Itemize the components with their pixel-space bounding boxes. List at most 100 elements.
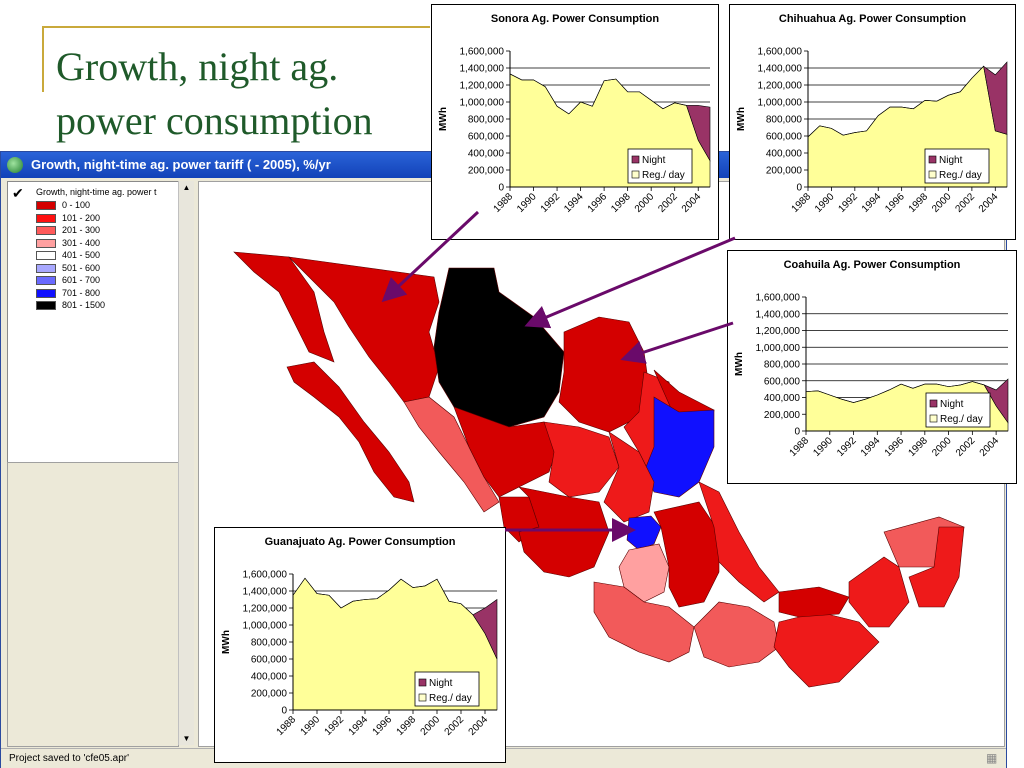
- map-region-veracruz[interactable]: [698, 481, 780, 603]
- y-tick-label: 1,400,000: [756, 309, 801, 320]
- map-region-central-mexico[interactable]: [653, 501, 720, 608]
- title-frame-line-left: [42, 26, 44, 92]
- y-tick-label: 1,600,000: [460, 47, 505, 58]
- map-region-durango[interactable]: [453, 406, 560, 498]
- app-title: Growth, night-time ag. power tariff ( - …: [31, 157, 331, 172]
- legend-scrollbar[interactable]: ▲ ▼: [178, 181, 194, 745]
- legend-empty-area: [7, 462, 179, 747]
- legend-swatch: [36, 276, 56, 285]
- slide-title: Growth, night ag. power consumption: [56, 40, 373, 148]
- y-tick-label: 200,000: [764, 410, 801, 421]
- y-tick-label: 600,000: [764, 376, 801, 387]
- chart-legend-swatch: [928, 170, 937, 179]
- scroll-down-icon[interactable]: ▼: [182, 734, 191, 743]
- map-region-baja-california-sur[interactable]: [286, 361, 415, 503]
- area-night: [509, 73, 711, 162]
- y-tick-label: 800,000: [251, 638, 288, 649]
- y-axis-label: MWh: [438, 107, 449, 131]
- chart-title: Guanajuato Ag. Power Consumption: [265, 536, 456, 548]
- y-tick-label: 1,000,000: [756, 343, 801, 354]
- chart-legend-swatch: [631, 155, 640, 164]
- legend-label: 301 - 400: [62, 237, 101, 248]
- legend-label: 401 - 500: [62, 250, 101, 260]
- arrow-sonora: [381, 210, 480, 303]
- legend-item: 301 - 400: [36, 237, 176, 249]
- chart-coahuila: Coahuila Ag. Power Consumption 1,600,000 1…: [727, 250, 1017, 484]
- resize-grip-icon[interactable]: ▦: [986, 751, 998, 765]
- y-tick-label: 200,000: [766, 166, 803, 177]
- chart-legend-label: Night: [429, 678, 453, 689]
- y-tick-label: 0: [281, 706, 287, 717]
- map-region-tabasco[interactable]: [778, 586, 850, 618]
- legend-swatch: [36, 226, 56, 235]
- legend-item: 0 - 100: [36, 200, 176, 211]
- y-tick-label: 600,000: [251, 655, 288, 666]
- map-region-sinaloa[interactable]: [403, 396, 500, 513]
- chart-title: Chihuahua Ag. Power Consumption: [779, 13, 966, 25]
- chart-svg: Guanajuato Ag. Power Consumption 1,600,00…: [221, 536, 498, 738]
- status-text: Project saved to 'cfe05.apr': [9, 753, 129, 764]
- legend-swatch: [36, 301, 56, 310]
- map-region-quintana-roo[interactable]: [908, 526, 965, 608]
- chart-sonora: Sonora Ag. Power Consumption 1,600,000 1,4…: [431, 4, 719, 240]
- area-night: [807, 61, 1008, 138]
- map-region-campeche[interactable]: [848, 556, 910, 628]
- map-region-baja-california[interactable]: [233, 251, 335, 363]
- y-tick-label: 1,400,000: [758, 64, 803, 75]
- y-tick-label: 400,000: [468, 149, 505, 160]
- map-region-san-luis-potosi[interactable]: [603, 431, 655, 523]
- chart-legend-swatch: [418, 678, 427, 687]
- chart-legend-label: Reg./ day: [939, 170, 982, 181]
- chart-legend-swatch: [929, 414, 938, 423]
- legend-swatch: [36, 213, 56, 223]
- legend-item: 501 - 600: [36, 262, 176, 274]
- chart-title: Coahuila Ag. Power Consumption: [784, 259, 961, 271]
- legend-swatch: [36, 251, 56, 260]
- legend-label: 701 - 800: [62, 287, 101, 298]
- legend-swatch: [36, 288, 56, 298]
- chart-guanajuato: Guanajuato Ag. Power Consumption 1,600,00…: [214, 527, 506, 763]
- area-night: [292, 577, 498, 660]
- y-tick-label: 400,000: [766, 149, 803, 160]
- legend-label: 101 - 200: [62, 212, 101, 223]
- map-region-blue-coast[interactable]: [643, 396, 715, 498]
- y-tick-label: 1,400,000: [460, 64, 505, 75]
- map-region-michoacan[interactable]: [618, 543, 670, 603]
- map-region-zacatecas[interactable]: [543, 421, 620, 498]
- legend-item: 201 - 300: [36, 225, 176, 236]
- chart-legend-label: Night: [940, 399, 964, 410]
- chart-legend-label: Night: [642, 155, 666, 166]
- y-tick-label: 0: [794, 427, 800, 438]
- chart-legend-swatch: [631, 170, 640, 179]
- y-tick-label: 1,000,000: [460, 98, 505, 109]
- chart-svg: Chihuahua Ag. Power Consumption 1,600,000…: [736, 13, 1008, 215]
- y-axis-label: MWh: [734, 352, 745, 376]
- legend-item: 701 - 800: [36, 287, 176, 299]
- chart-legend-swatch: [928, 155, 937, 164]
- legend-panel: ✔ Growth, night-time ag. power t 0 - 100…: [7, 181, 179, 463]
- title-frame-line-top: [42, 26, 430, 28]
- y-tick-label: 600,000: [766, 132, 803, 143]
- arrow-chihuahua: [524, 236, 736, 329]
- y-tick-label: 1,600,000: [243, 570, 288, 581]
- map-region-chihuahua[interactable]: [433, 267, 565, 428]
- arrow-coahuila: [620, 321, 734, 364]
- slide-title-line-1: Growth, night ag.: [56, 44, 339, 89]
- legend-label: 501 - 600: [62, 262, 101, 273]
- legend-item: 601 - 700: [36, 275, 176, 286]
- y-tick-label: 800,000: [468, 115, 505, 126]
- checkmark-icon[interactable]: ✔: [12, 185, 24, 201]
- map-region-guerrero[interactable]: [593, 581, 695, 663]
- y-tick-label: 0: [796, 183, 802, 194]
- y-tick-label: 1,200,000: [756, 326, 801, 337]
- legend-swatch: [36, 263, 56, 273]
- globe-icon: [7, 157, 23, 173]
- y-tick-label: 600,000: [468, 132, 505, 143]
- legend-swatch: [36, 201, 56, 210]
- area-night: [805, 378, 1009, 424]
- map-region-jalisco[interactable]: [518, 486, 610, 578]
- scroll-up-icon[interactable]: ▲: [182, 183, 191, 192]
- map-region-chiapas[interactable]: [773, 611, 880, 688]
- y-tick-label: 1,000,000: [758, 98, 803, 109]
